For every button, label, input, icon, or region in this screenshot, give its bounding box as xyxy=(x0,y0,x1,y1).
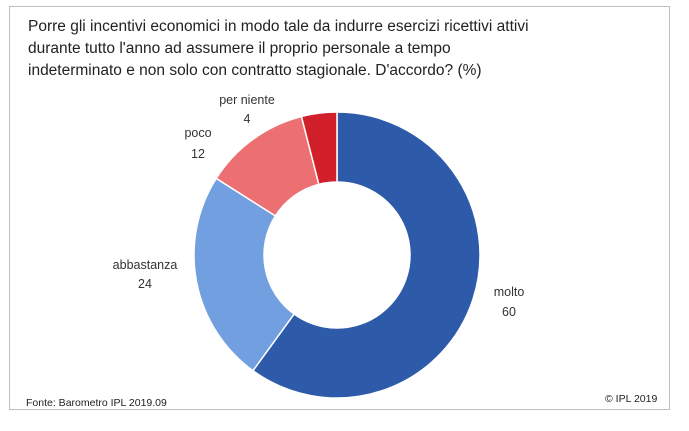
label-molto-value: 60 xyxy=(502,305,516,319)
donut-slices xyxy=(193,111,481,399)
title-line-3: indeterminato e non solo con contratto s… xyxy=(28,62,482,79)
slice-molto xyxy=(251,111,481,399)
slice-abbastanza xyxy=(193,177,296,372)
label-per-niente-value: 4 xyxy=(244,112,251,126)
label-abbastanza-name: abbastanza xyxy=(113,258,178,272)
title-line-1: Porre gli incentivi economici in modo ta… xyxy=(28,18,529,35)
label-poco-name: poco xyxy=(184,126,211,140)
slice-per-niente xyxy=(300,111,338,186)
title-line-2: durante tutto l'anno ad assumere il prop… xyxy=(28,40,451,57)
label-abbastanza-value: 24 xyxy=(138,277,152,291)
copyright-note: © IPL 2019 xyxy=(605,393,658,405)
source-note: Fonte: Barometro IPL 2019.09 xyxy=(26,397,167,409)
label-poco-value: 12 xyxy=(191,147,205,161)
label-molto-name: molto xyxy=(494,285,525,299)
chart-title: Porre gli incentivi economici in modo ta… xyxy=(28,16,628,82)
label-per-niente-name: per niente xyxy=(219,93,275,107)
slice-labels: molto 60 abbastanza 24 poco 12 per nient… xyxy=(113,93,525,319)
